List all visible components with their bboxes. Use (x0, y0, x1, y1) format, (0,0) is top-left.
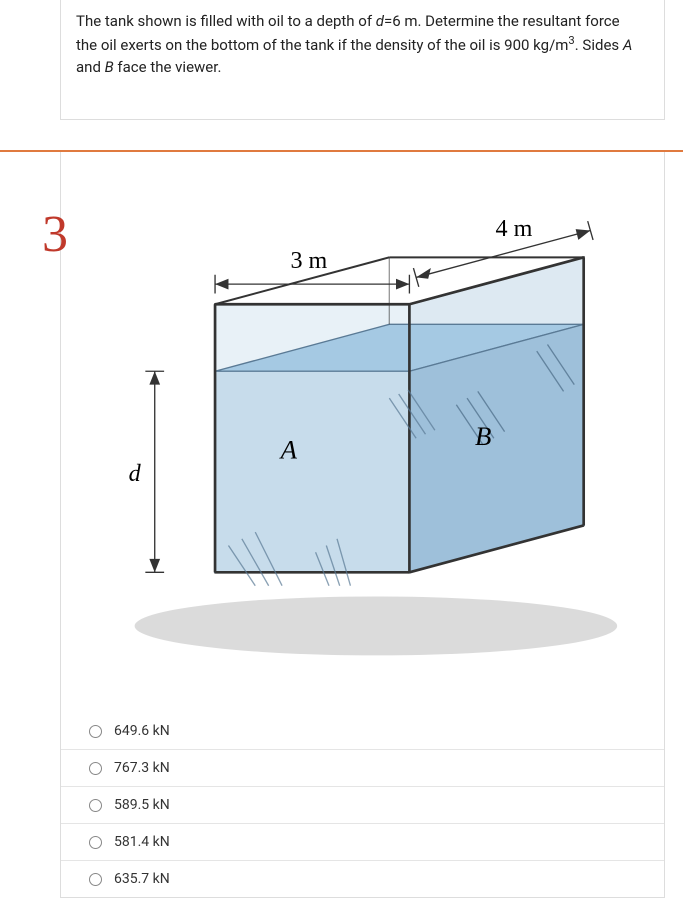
answer-option[interactable]: 589.5 kN (61, 787, 664, 824)
answer-option[interactable]: 649.6 kN (61, 713, 664, 750)
option-label: 589.5 kN (114, 797, 170, 813)
dim-4m: 4 m (496, 215, 533, 241)
question-text: The tank shown is filled with oil to a d… (76, 12, 632, 76)
dim-3m: 3 m (290, 248, 327, 274)
figure-container: 3 m 4 m d A B (60, 152, 665, 714)
radio-icon (89, 799, 102, 812)
tank-figure: 3 m 4 m d A B (81, 197, 644, 680)
dim-d: d (129, 461, 142, 487)
radio-icon (89, 836, 102, 849)
option-label: 635.7 kN (114, 871, 170, 887)
option-label: 649.6 kN (114, 723, 170, 739)
answer-option[interactable]: 581.4 kN (61, 824, 664, 861)
face-a-label: A (279, 434, 298, 464)
radio-icon (89, 762, 102, 775)
face-b-label: B (475, 420, 491, 450)
question-number: 3 (42, 205, 68, 264)
answer-option[interactable]: 767.3 kN (61, 750, 664, 787)
answer-option[interactable]: 635.7 kN (61, 861, 664, 897)
option-label: 581.4 kN (114, 834, 170, 850)
radio-icon (89, 725, 102, 738)
question-box: The tank shown is filled with oil to a d… (60, 0, 665, 120)
radio-icon (89, 873, 102, 886)
answer-options: 649.6 kN 767.3 kN 589.5 kN 581.4 kN 635.… (60, 713, 665, 898)
option-label: 767.3 kN (114, 760, 170, 776)
